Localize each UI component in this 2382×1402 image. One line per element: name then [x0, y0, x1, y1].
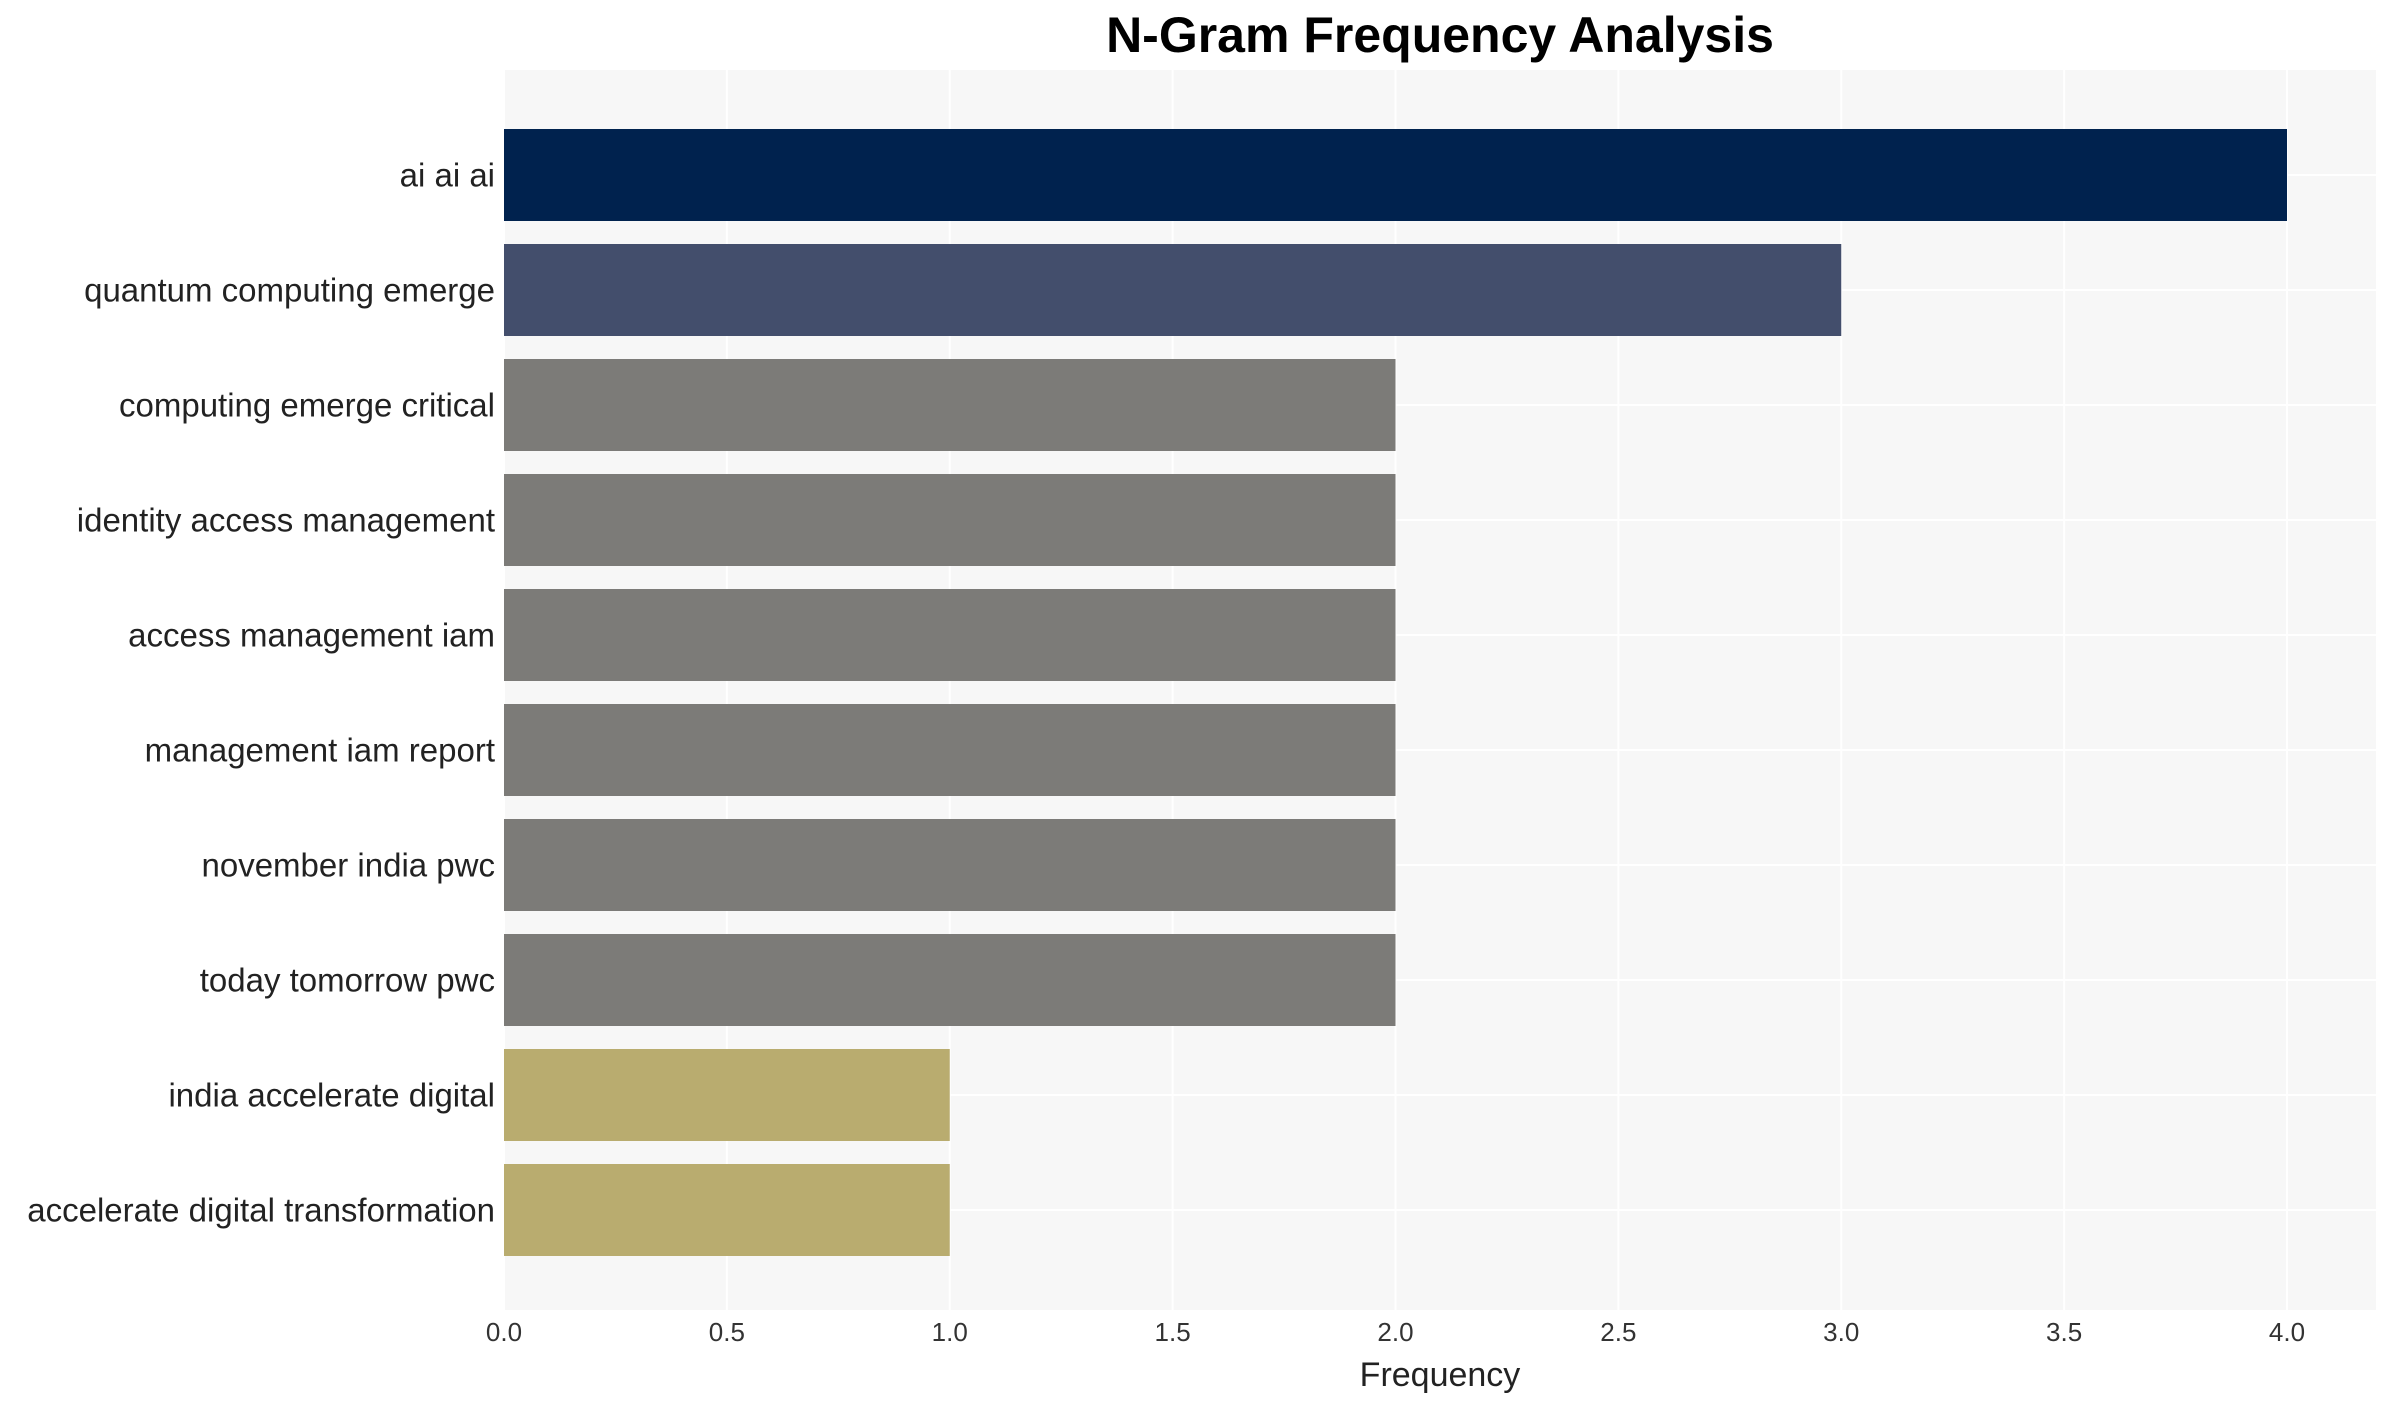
bar: [504, 1164, 950, 1256]
category-label: india accelerate digital: [168, 1077, 495, 1114]
x-tick-labels: 0.0 0.5 1.0 1.5 2.0 2.5 3.0 3.5 4.0: [486, 1317, 2305, 1347]
x-tick-label: 2.5: [1600, 1317, 1636, 1347]
chart-title: N-Gram Frequency Analysis: [1106, 7, 1774, 63]
x-tick-label: 0.0: [486, 1317, 522, 1347]
x-axis-label: Frequency: [1360, 1356, 1521, 1394]
bars: [504, 129, 2287, 1256]
category-label: management iam report: [145, 732, 495, 769]
bar: [504, 589, 1396, 681]
category-label: accelerate digital transformation: [27, 1192, 495, 1229]
x-tick-label: 4.0: [2269, 1317, 2305, 1347]
bar: [504, 819, 1396, 911]
category-label: quantum computing emerge: [84, 272, 495, 309]
category-label: ai ai ai: [400, 157, 495, 194]
bar: [504, 704, 1396, 796]
category-label: access management iam: [128, 617, 495, 654]
bar: [504, 244, 1842, 336]
x-tick-label: 0.5: [709, 1317, 745, 1347]
bar: [504, 474, 1396, 566]
x-tick-label: 1.0: [932, 1317, 968, 1347]
x-tick-label: 3.0: [1823, 1317, 1859, 1347]
category-label: november india pwc: [202, 847, 496, 884]
bar: [504, 359, 1396, 451]
category-labels: ai ai ai quantum computing emerge computin…: [27, 157, 495, 1229]
x-tick-label: 2.0: [1377, 1317, 1413, 1347]
category-label: today tomorrow pwc: [200, 962, 495, 999]
x-tick-label: 3.5: [2046, 1317, 2082, 1347]
bar: [504, 129, 2287, 221]
bar: [504, 934, 1396, 1026]
bar: [504, 1049, 950, 1141]
category-label: identity access management: [77, 502, 495, 539]
category-label: computing emerge critical: [119, 387, 495, 424]
x-tick-label: 1.5: [1155, 1317, 1191, 1347]
